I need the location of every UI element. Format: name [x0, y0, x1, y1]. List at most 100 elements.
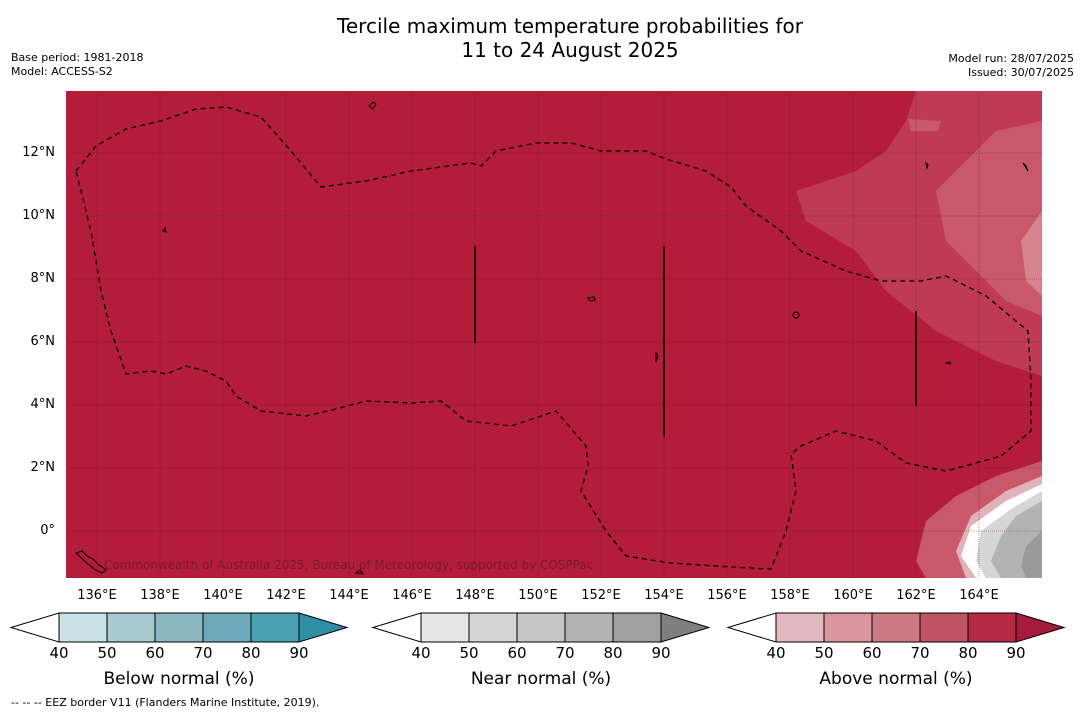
lon-label-154e: 154°E — [644, 588, 684, 603]
cb-below-seg-0 — [9, 612, 60, 643]
cb-below-seg-5 — [250, 612, 300, 643]
copyright-text: © Commonwealth of Australia 2025, Bureau… — [88, 558, 593, 572]
island-chuuk — [587, 296, 596, 302]
cb-below-seg-1 — [58, 612, 108, 643]
colorbar-above-svg — [726, 612, 1066, 643]
base-period: Base period: 1981-2018 — [11, 51, 144, 64]
cb-above-title: Above normal (%) — [819, 669, 973, 689]
cb-above-seg-4 — [919, 612, 969, 643]
near-normal-80-zone — [1021, 531, 1042, 578]
colorbar-below — [9, 612, 349, 643]
cb-above-tick-40: 40 — [766, 644, 786, 662]
island-manus — [354, 569, 365, 575]
lon-label-162e: 162°E — [896, 588, 936, 603]
cb-above-seg-2 — [823, 612, 873, 643]
colorbar-near-svg — [371, 612, 711, 643]
eez-footer-note: -- -- -- EEZ border V11 (Flanders Marine… — [11, 696, 320, 709]
cb-below-tick-90: 90 — [289, 644, 309, 662]
cb-below-seg-6 — [298, 612, 349, 643]
cb-near-tick-70: 70 — [555, 644, 575, 662]
map-panel: © Commonwealth of Australia 2025, Bureau… — [66, 91, 1042, 578]
cb-below-seg-4 — [202, 612, 252, 643]
cb-near-seg-0 — [371, 612, 422, 643]
meta-right: Model run: 28/07/2025 Issued: 30/07/2025 — [948, 52, 1074, 80]
island-pohnpei — [792, 311, 800, 319]
lon-label-150e: 150°E — [518, 588, 558, 603]
above-normal-50-zone — [1021, 211, 1042, 296]
cb-near-seg-3 — [516, 612, 566, 643]
cb-below-tick-70: 70 — [193, 644, 213, 662]
cb-near-tick-40: 40 — [411, 644, 431, 662]
cb-above-seg-6 — [1015, 612, 1066, 643]
above-normal-patch — [908, 119, 941, 131]
island-yap — [162, 226, 167, 233]
cb-above-seg-1 — [775, 612, 825, 643]
cb-above-tick-50: 50 — [814, 644, 834, 662]
lat-label-2n: 2°N — [30, 460, 56, 475]
island-guam — [368, 101, 377, 110]
lon-label-156e: 156°E — [707, 588, 747, 603]
issued-date: Issued: 30/07/2025 — [967, 66, 1074, 79]
colorbar-above — [726, 612, 1066, 643]
lat-label-8n: 8°N — [30, 271, 56, 286]
lon-label-142e: 142°E — [266, 588, 306, 603]
colorbar-below-svg — [9, 612, 349, 643]
lon-label-136e: 136°E — [77, 588, 117, 603]
island-kosrae — [945, 361, 951, 365]
cb-below-seg-3 — [154, 612, 204, 643]
map-title: Tercile maximum temperature probabilitie… — [0, 14, 1085, 62]
island-marshall-2 — [1022, 162, 1029, 172]
lon-label-140e: 140°E — [203, 588, 243, 603]
lat-label-10n: 10°N — [22, 208, 55, 223]
lon-label-152e: 152°E — [581, 588, 621, 603]
islands — [75, 101, 1029, 575]
lon-label-144e: 144°E — [329, 588, 369, 603]
meta-left: Base period: 1981-2018 Model: ACCESS-S2 — [11, 51, 143, 79]
lat-label-4n: 4°N — [30, 397, 56, 412]
model-name: Model: ACCESS-S2 — [11, 65, 113, 78]
cb-below-seg-2 — [106, 612, 156, 643]
lon-label-138e: 138°E — [140, 588, 180, 603]
cb-below-tick-50: 50 — [97, 644, 117, 662]
cb-above-seg-3 — [871, 612, 921, 643]
cb-near-seg-6 — [660, 612, 711, 643]
lon-label-158e: 158°E — [770, 588, 810, 603]
lat-label-6n: 6°N — [30, 334, 56, 349]
above-normal-60-zone — [936, 121, 1042, 316]
lon-label-148e: 148°E — [455, 588, 495, 603]
cb-above-tick-80: 80 — [958, 644, 978, 662]
cb-near-tick-50: 50 — [459, 644, 479, 662]
title-line-1: Tercile maximum temperature probabilitie… — [337, 14, 803, 38]
lat-label-12n: 12°N — [22, 145, 55, 160]
cb-near-tick-80: 80 — [603, 644, 623, 662]
cb-near-tick-90: 90 — [651, 644, 671, 662]
cb-near-title: Near normal (%) — [470, 669, 612, 689]
cb-below-tick-60: 60 — [145, 644, 165, 662]
lon-label-160e: 160°E — [833, 588, 873, 603]
title-line-2: 11 to 24 August 2025 — [461, 38, 679, 62]
colorbar-near — [371, 612, 711, 643]
cb-below-tick-40: 40 — [49, 644, 69, 662]
island-marshall — [925, 161, 929, 170]
cb-below-title: Below normal (%) — [103, 669, 255, 689]
model-run: Model run: 28/07/2025 — [948, 52, 1074, 65]
cb-above-seg-0 — [726, 612, 777, 643]
cb-above-seg-5 — [967, 612, 1017, 643]
cb-near-seg-1 — [420, 612, 470, 643]
lat-label-0: 0° — [40, 523, 55, 538]
cb-above-tick-70: 70 — [910, 644, 930, 662]
cb-near-seg-5 — [612, 612, 662, 643]
cb-above-tick-90: 90 — [1006, 644, 1026, 662]
map-svg: © Commonwealth of Australia 2025, Bureau… — [66, 91, 1042, 578]
lon-label-146e: 146°E — [392, 588, 432, 603]
eez-border — [75, 106, 1032, 570]
cb-near-seg-2 — [468, 612, 518, 643]
island-nukuoro — [655, 351, 659, 363]
graticule — [66, 91, 1042, 578]
cb-above-tick-60: 60 — [862, 644, 882, 662]
cb-below-tick-80: 80 — [241, 644, 261, 662]
island-png-coast — [75, 550, 107, 574]
cb-near-tick-60: 60 — [507, 644, 527, 662]
cb-near-seg-4 — [564, 612, 614, 643]
boundary-lines — [474, 246, 917, 437]
